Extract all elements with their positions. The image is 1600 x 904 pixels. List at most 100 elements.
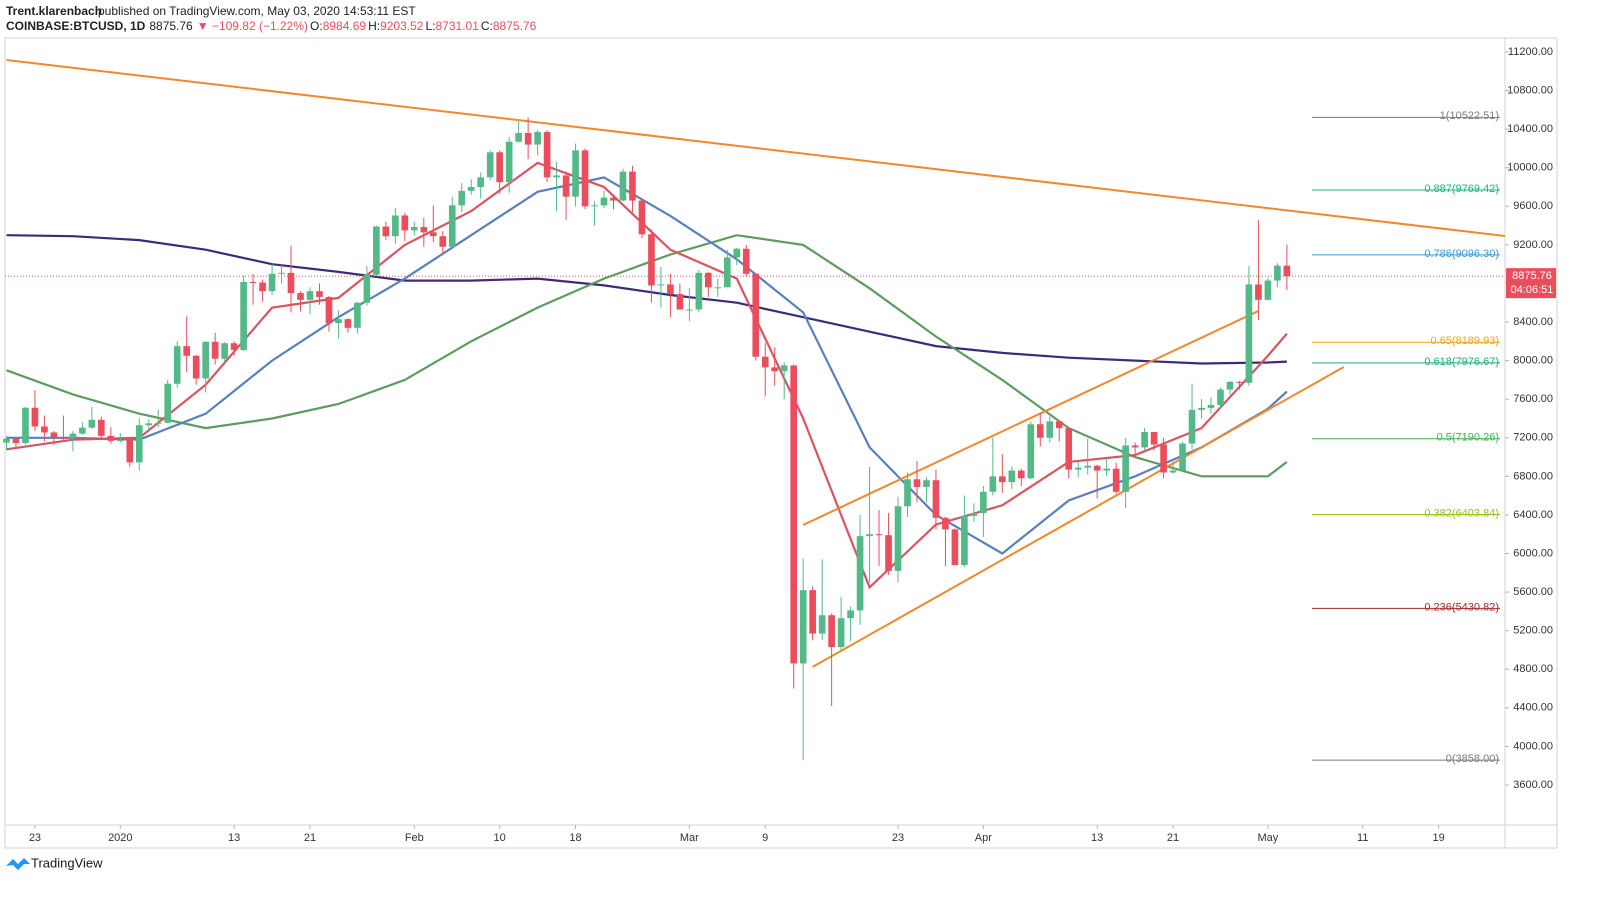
- candle-body: [866, 534, 873, 537]
- candle-body: [192, 355, 200, 379]
- x-tick-label: 18: [569, 832, 581, 844]
- candle-body: [1065, 428, 1073, 470]
- candle-body: [363, 274, 371, 303]
- candle-body: [534, 132, 541, 145]
- candle-body: [733, 248, 741, 258]
- candle-body: [1255, 284, 1262, 300]
- candle-body: [221, 343, 228, 359]
- y-tick-label: 5200.00: [1513, 625, 1553, 637]
- candle-body: [629, 171, 636, 201]
- ohlc-key: C:: [481, 19, 493, 33]
- y-tick-label: 6000.00: [1513, 547, 1553, 559]
- fib-label: 1(10522.51): [1440, 110, 1499, 122]
- candle-body: [515, 132, 522, 142]
- candle-body: [448, 205, 456, 247]
- y-tick-label: 8000.00: [1513, 355, 1553, 367]
- candle-body: [98, 419, 105, 436]
- candle-body: [695, 272, 703, 310]
- candle-body: [562, 175, 570, 197]
- candle-body: [961, 515, 968, 566]
- candle-body: [259, 282, 266, 292]
- candle-body: [780, 365, 788, 372]
- trendline: [802, 310, 1259, 526]
- candle-body: [31, 407, 39, 427]
- candle-body: [1217, 389, 1224, 405]
- candle-body: [344, 319, 352, 328]
- y-tick-label: 10000.00: [1507, 162, 1553, 174]
- candle-body: [619, 171, 627, 201]
- candle-body: [553, 175, 560, 178]
- candle-body: [1245, 284, 1253, 383]
- candle-body: [705, 272, 712, 288]
- candle-body: [1179, 443, 1186, 471]
- footer-brand: TradingView: [31, 855, 103, 870]
- trendline: [6, 58, 1506, 237]
- candle-body: [894, 506, 902, 571]
- ohlc-value: 8731.01: [435, 19, 479, 33]
- candle-body: [325, 296, 333, 323]
- candle-body: [154, 422, 162, 424]
- candle-body: [477, 177, 485, 188]
- candle-body: [439, 236, 447, 247]
- candle-body: [1008, 470, 1016, 483]
- fib-label: 0.618(7976.67): [1424, 356, 1499, 368]
- candle-body: [809, 590, 816, 634]
- ohlc-key: H:: [368, 19, 380, 33]
- candle-body: [1122, 445, 1129, 492]
- candle-body: [790, 365, 798, 664]
- symbol-legend: COINBASE:BTCUSD, 1D 8875.76 ▼ −109.82 (−1.…: [6, 19, 537, 33]
- candle-body: [1103, 468, 1110, 471]
- candle-body: [1188, 409, 1196, 444]
- candle-body: [572, 150, 579, 197]
- y-tick-label: 4400.00: [1513, 702, 1553, 714]
- x-tick-label: May: [1258, 832, 1279, 844]
- x-tick-label: 10: [494, 832, 506, 844]
- candle-body: [202, 341, 209, 379]
- change: ▼ −109.82 (−1.22%): [197, 19, 308, 33]
- candle-body: [420, 227, 428, 233]
- candle-body: [1226, 381, 1234, 390]
- candle-body: [1264, 280, 1272, 300]
- y-tick-label: 10400.00: [1507, 123, 1553, 135]
- ohlc-value: 9203.52: [380, 19, 424, 33]
- frame: [4, 37, 1558, 849]
- y-tick-label: 7600.00: [1513, 393, 1553, 405]
- y-tick-label: 9600.00: [1513, 200, 1553, 212]
- candle-body: [401, 215, 409, 231]
- fib-label: 0.382(6403.84): [1424, 507, 1499, 519]
- y-tick-label: 11200.00: [1508, 46, 1553, 58]
- last-value: 8875.76: [149, 19, 193, 33]
- candle-body: [173, 346, 181, 384]
- ohlc-key: O:: [310, 19, 323, 33]
- candle-body: [116, 440, 124, 442]
- fib-label: 0.786(9096.30): [1424, 248, 1499, 260]
- candle-body: [999, 476, 1006, 483]
- candle-body: [1160, 444, 1167, 473]
- candle-body: [1236, 381, 1243, 383]
- candle-body: [1027, 424, 1035, 479]
- candle-body: [69, 433, 77, 439]
- candle-body: [382, 226, 390, 237]
- y-tick-label: 10800.00: [1507, 84, 1553, 96]
- candle-body: [88, 419, 96, 428]
- y-tick-label: 6400.00: [1513, 509, 1553, 521]
- y-tick-label: 4800.00: [1513, 663, 1553, 675]
- x-tick-label: Mar: [680, 832, 699, 844]
- candle-body: [923, 480, 930, 487]
- candle-body: [496, 152, 503, 183]
- candle-body: [1046, 421, 1054, 438]
- countdown: 04:06:51: [1511, 284, 1554, 296]
- candle-body: [648, 234, 655, 286]
- candle-body: [885, 535, 892, 571]
- candle-body: [667, 284, 674, 295]
- fib-label: 0.65(8189.93): [1431, 335, 1500, 347]
- moving-average: [6, 234, 1287, 365]
- candle-body: [1141, 431, 1148, 448]
- x-tick-label: Apr: [975, 832, 992, 844]
- y-tick-label: 4000.00: [1513, 740, 1553, 752]
- y-tick-label: 6800.00: [1513, 470, 1553, 482]
- candle-body: [1283, 265, 1291, 277]
- candle-body: [22, 407, 29, 444]
